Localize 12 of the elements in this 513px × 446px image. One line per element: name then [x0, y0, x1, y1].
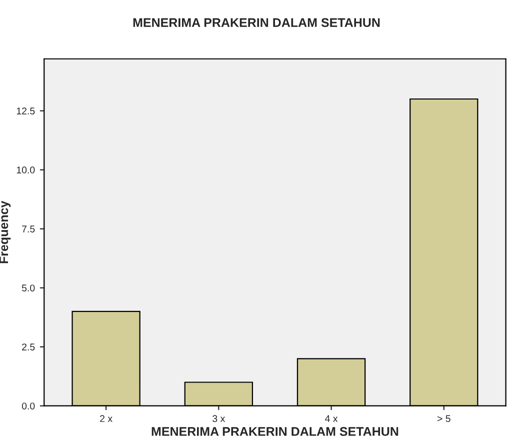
chart-title: MENERIMA PRAKERIN DALAM SETAHUN — [133, 18, 380, 28]
x-tick-label: 2 x — [100, 415, 112, 422]
x-tick-label: > 5 — [437, 415, 450, 422]
y-tick-label: 12.5 — [16, 108, 35, 114]
y-tick-label: 10.0 — [16, 166, 35, 174]
y-tick-label: 7.5 — [22, 226, 35, 232]
x-axis-title: MENERIMA PRAKERIN DALAM SETAHUN — [152, 427, 398, 436]
y-tick-label: 5.0 — [22, 284, 35, 292]
y-tick-label: 2.5 — [22, 344, 35, 350]
x-tick-label: 4 x — [325, 415, 338, 422]
x-tick-label: 3 x — [212, 415, 226, 422]
y-tick-label: 0.0 — [22, 402, 35, 410]
